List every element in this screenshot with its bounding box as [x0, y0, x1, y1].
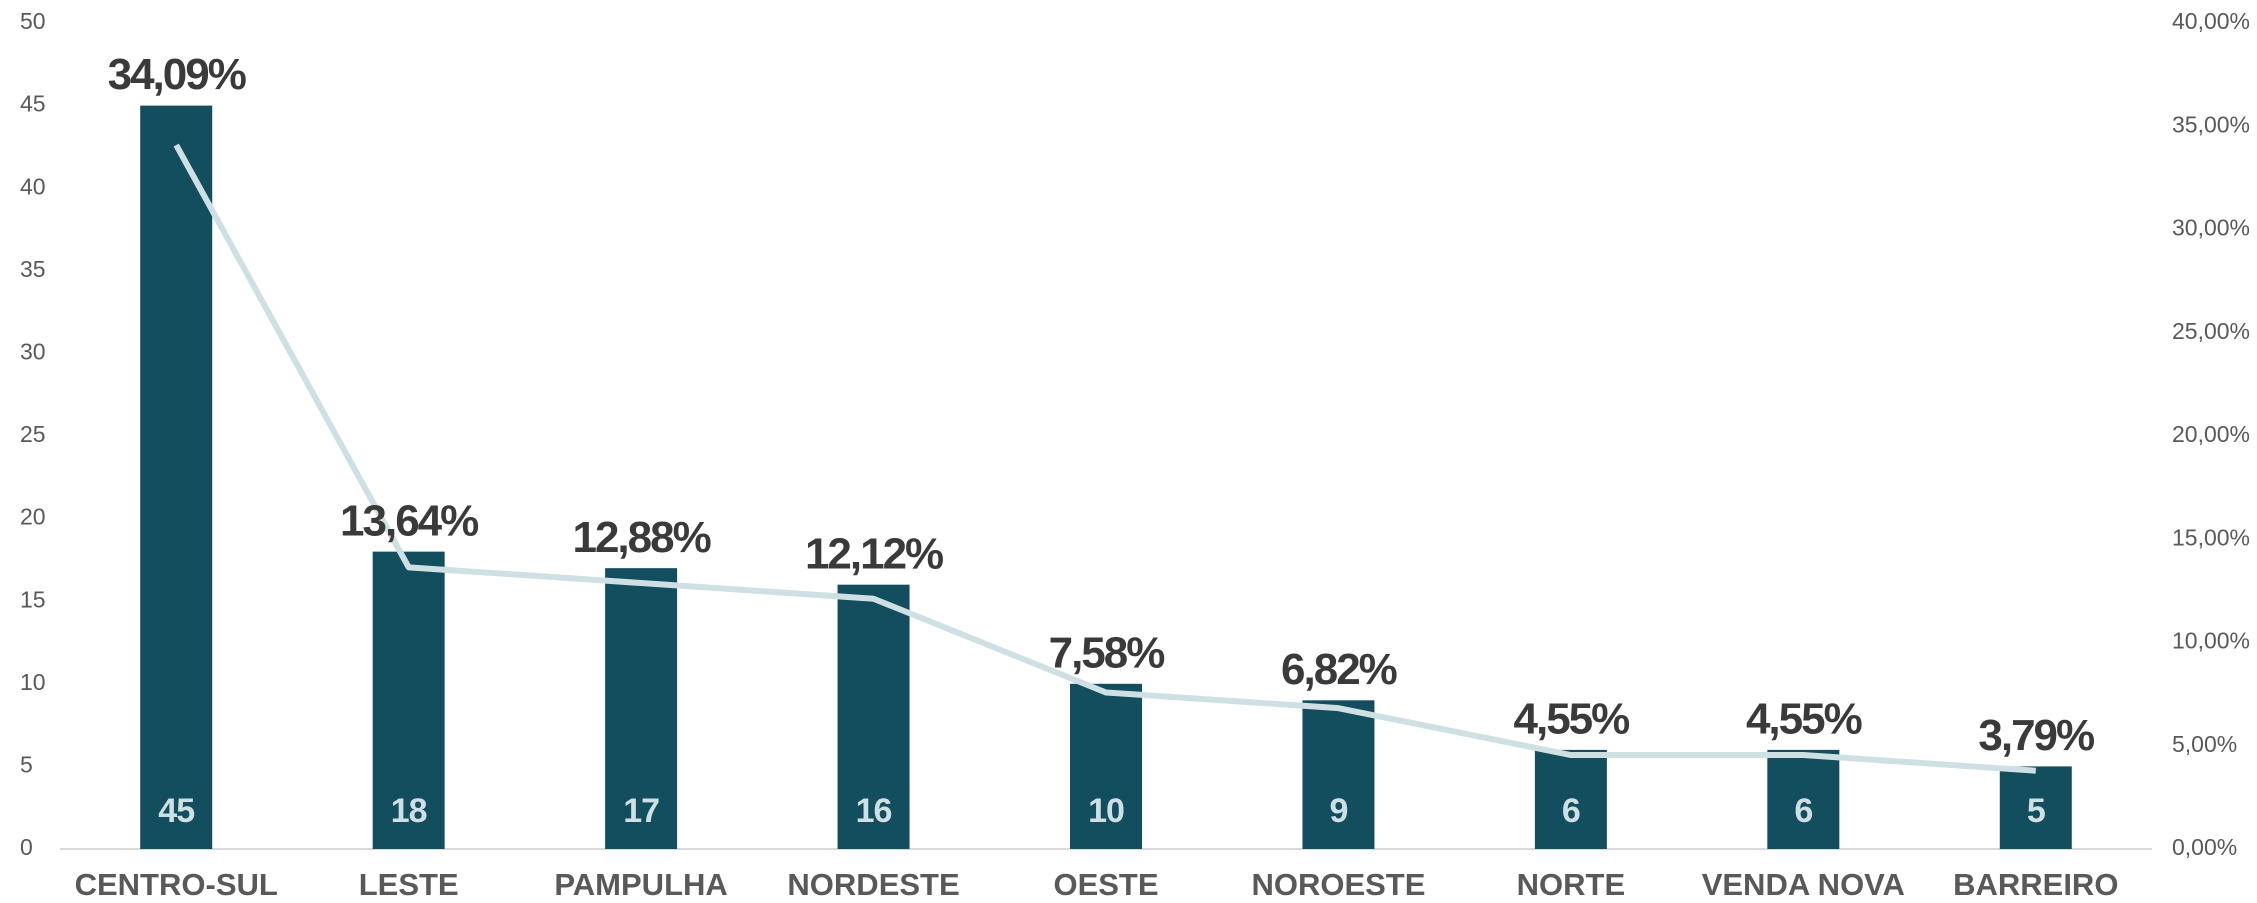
bar-value-label: 10: [1088, 792, 1124, 830]
x-tick-label: NOROESTE: [1251, 867, 1425, 902]
x-tick-label: LESTE: [359, 867, 459, 902]
y-tick-label: 5: [20, 751, 33, 777]
y2-tick-label: 15,00%: [2172, 524, 2250, 550]
bar-value-label: 17: [623, 792, 659, 830]
y2-tick-label: 0,00%: [2172, 834, 2237, 860]
line-value-label: 13,64%: [340, 496, 478, 545]
bar: [140, 105, 213, 850]
x-tick-label: BARREIRO: [1953, 867, 2118, 902]
line-value-label: 6,82%: [1281, 645, 1397, 694]
x-tick-label: NORDESTE: [787, 867, 959, 902]
y2-tick-label: 10,00%: [2172, 628, 2250, 654]
bar-value-label: 5: [2027, 792, 2045, 830]
y-tick-label: 10: [20, 669, 46, 695]
y2-tick-label: 25,00%: [2172, 318, 2250, 344]
line: [173, 143, 2036, 774]
bar-value-label: 45: [158, 792, 194, 830]
y-tick-label: 45: [20, 91, 46, 117]
line-value-label: 4,55%: [1514, 695, 1630, 744]
y-tick-label: 35: [20, 256, 46, 282]
x-tick-label: CENTRO-SUL: [75, 867, 278, 902]
bar-value-label: 18: [391, 792, 427, 830]
line-value-label: 34,09%: [108, 50, 246, 99]
line-value-label: 4,55%: [1746, 695, 1862, 744]
bar: [1534, 749, 1607, 849]
bar-value-label: 9: [1329, 792, 1347, 830]
y2-tick-label: 30,00%: [2172, 215, 2250, 241]
bar: [605, 568, 678, 849]
line-value-label: 12,88%: [572, 513, 710, 562]
x-tick-label: NORTE: [1517, 867, 1626, 902]
bar: [1767, 749, 1840, 849]
y-tick-label: 30: [20, 338, 46, 364]
bar: [1302, 700, 1375, 849]
y-tick-label: 25: [20, 421, 46, 447]
bar: [837, 584, 910, 849]
y2-tick-label: 5,00%: [2172, 731, 2237, 757]
y-tick-label: 40: [20, 173, 46, 199]
bar-value-label: 6: [1794, 792, 1812, 830]
line-value-label: 7,58%: [1049, 628, 1165, 677]
x-tick-label: PAMPULHA: [554, 867, 727, 902]
y-tick-label: 50: [20, 8, 46, 34]
bar-value-label: 6: [1562, 792, 1580, 830]
line-value-label: 12,12%: [805, 529, 943, 578]
y-tick-label: 15: [20, 586, 46, 612]
y2-tick-label: 35,00%: [2172, 111, 2250, 137]
bar: [372, 551, 445, 849]
x-tick-label: VENDA NOVA: [1702, 867, 1905, 902]
bar: [1070, 683, 1142, 849]
y2-tick-label: 40,00%: [2172, 8, 2250, 34]
bar-value-label: 16: [856, 792, 892, 830]
line-value-label: 3,79%: [1978, 711, 2094, 760]
bar: [1999, 766, 2072, 849]
y-tick-label: 0: [20, 834, 33, 860]
y-tick-label: 20: [20, 504, 46, 530]
y2-tick-label: 20,00%: [2172, 421, 2250, 447]
x-tick-label: OESTE: [1053, 867, 1158, 902]
